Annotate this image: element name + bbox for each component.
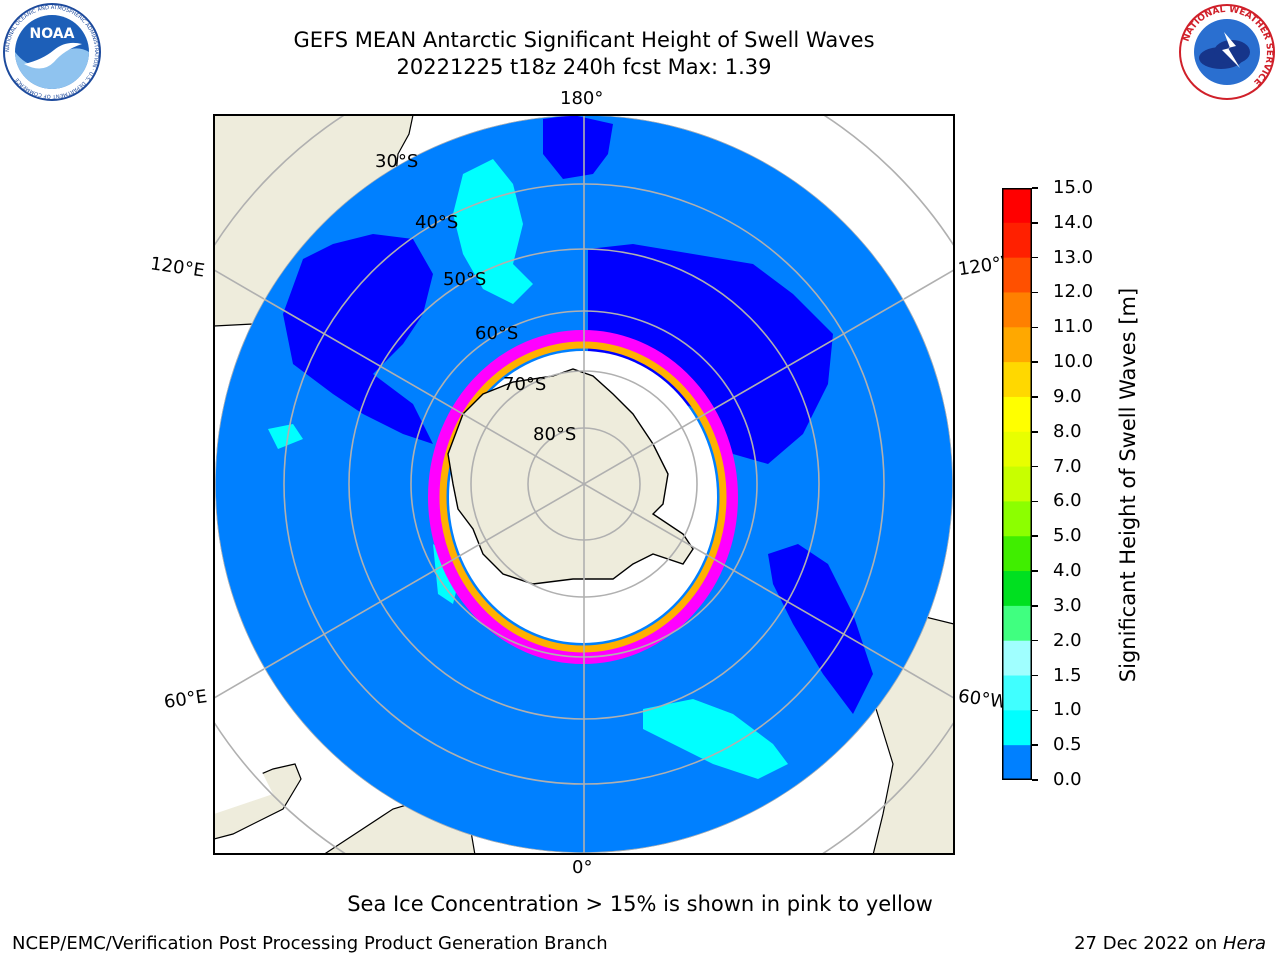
colorbar-tick-label: 6.0 [1053,490,1082,512]
colorbar-swatch [1002,327,1032,363]
colorbar-label: Significant Height of Swell Waves [m] [1116,287,1140,683]
colorbar-tick-label: 0.0 [1053,769,1082,790]
colorbar-swatch [1002,710,1032,746]
colorbar-tick-mark [1032,535,1038,537]
noaa-logo: NOAA NATIONAL OCEANIC AND ATMOSPHERIC AD… [3,3,101,101]
colorbar-swatch [1002,501,1032,537]
calm-region-southamerica [768,544,873,714]
colorbar-tick-mark [1032,639,1038,642]
colorbar-tick-mark [1032,431,1038,433]
colorbar-tick-mark [1032,361,1038,363]
colorbar-tick-label: 1.5 [1053,664,1082,686]
colorbar-swatch [1002,640,1032,677]
lon-label-120e: 120°E [148,253,206,282]
lon-label-60e: 60°E [162,686,209,713]
colorbar-tick-mark [1032,326,1038,329]
footer-date-text: 27 Dec 2022 on [1074,933,1223,954]
colorbar-tick-mark [1032,187,1038,189]
colorbar-swatch [1002,571,1032,607]
colorbar-tick-label: 5.0 [1053,525,1082,547]
colorbar-tick-label: 3.0 [1053,594,1082,616]
colorbar-tick-mark [1032,256,1038,259]
footer-branch: NCEP/EMC/Verification Post Processing Pr… [12,933,608,954]
colorbar-tick-label: 8.0 [1053,420,1082,442]
calm-region-indian [283,234,433,444]
map-frame [213,114,955,855]
swell-patch-southatlantic [643,699,788,779]
footer-machine: Hera [1222,933,1266,954]
colorbar-tick-mark [1032,396,1038,398]
sea-ice-mid [439,341,727,653]
colorbar-tick-mark [1032,674,1038,677]
chart-title: GEFS MEAN Antarctic Significant Height o… [293,28,875,52]
lat-label-40s: 40°S [415,212,459,233]
colorbar-swatch [1002,675,1032,711]
colorbar-tick-mark [1032,605,1038,607]
colorbar-tick-mark [1032,744,1038,746]
lon-label-180: 180° [560,88,604,109]
colorbar-tick-label: 14.0 [1053,211,1094,233]
chart-subtitle: 20221225 t18z 240h fcst Max: 1.39 [396,55,772,79]
colorbar-swatch [1002,466,1032,503]
sea-ice-note: Sea Ice Concentration > 15% is shown in … [347,892,933,916]
colorbar-tick-label: 11.0 [1053,316,1094,338]
colorbar-swatch [1002,536,1032,572]
land-madagascar [214,763,302,840]
calm-region-tasman [543,115,613,179]
colorbar-tick-mark [1032,222,1038,224]
colorbar-swatch [1002,431,1032,468]
colorbar-tick-mark [1032,709,1038,712]
colorbar-swatch [1002,188,1032,224]
colorbar-tick-label: 12.0 [1053,281,1094,303]
colorbar-swatch [1002,396,1032,433]
land-africa-west [214,674,273,814]
colorbar-tick-label: 1.0 [1053,699,1082,721]
colorbar-tick-label: 9.0 [1053,385,1082,407]
nws-logo: NATIONAL WEATHER SERVICE [1179,4,1275,100]
outer-arcs [214,115,954,854]
colorbar-tick-mark [1032,291,1038,294]
colorbar-tick-label: 7.0 [1053,455,1082,477]
colorbar-tick-label: 2.0 [1053,629,1082,651]
colorbar [1002,188,1032,780]
lat-label-60s: 60°S [475,323,519,344]
meridians [263,115,905,853]
colorbar-swatch [1002,222,1032,259]
colorbar-tick-mark [1032,779,1038,781]
colorbar-swatch [1002,605,1032,642]
swell-patch-tasman [453,159,533,304]
colorbar-tick-mark [1032,465,1038,468]
colorbar-swatch [1002,745,1032,780]
colorbar-swatch [1002,362,1032,398]
colorbar-tick-mark [1032,500,1038,503]
lat-label-80s: 80°S [533,424,577,445]
lat-label-70s: 70°S [503,374,547,395]
noaa-logo-text: NOAA [30,26,75,42]
colorbar-tick-label: 15.0 [1053,177,1094,198]
lat-label-50s: 50°S [443,269,487,290]
colorbar-tick-mark [1032,570,1038,572]
colorbar-tick-label: 4.0 [1053,560,1082,582]
colorbar-swatch [1002,257,1032,294]
lat-label-30s: 30°S [375,151,419,172]
footer-date: 27 Dec 2022 on Hera [1074,933,1266,955]
calm-region-pacific [588,244,833,464]
colorbar-tick-label: 10.0 [1053,351,1094,373]
colorbar-tick-label: 0.5 [1053,734,1082,756]
colorbar-frame [1002,188,1032,780]
swell-patch-indian [268,424,303,449]
colorbar-swatch [1002,292,1032,328]
lon-label-0: 0° [572,857,593,878]
polar-map [213,114,955,855]
colorbar-tick-label: 13.0 [1053,246,1094,268]
